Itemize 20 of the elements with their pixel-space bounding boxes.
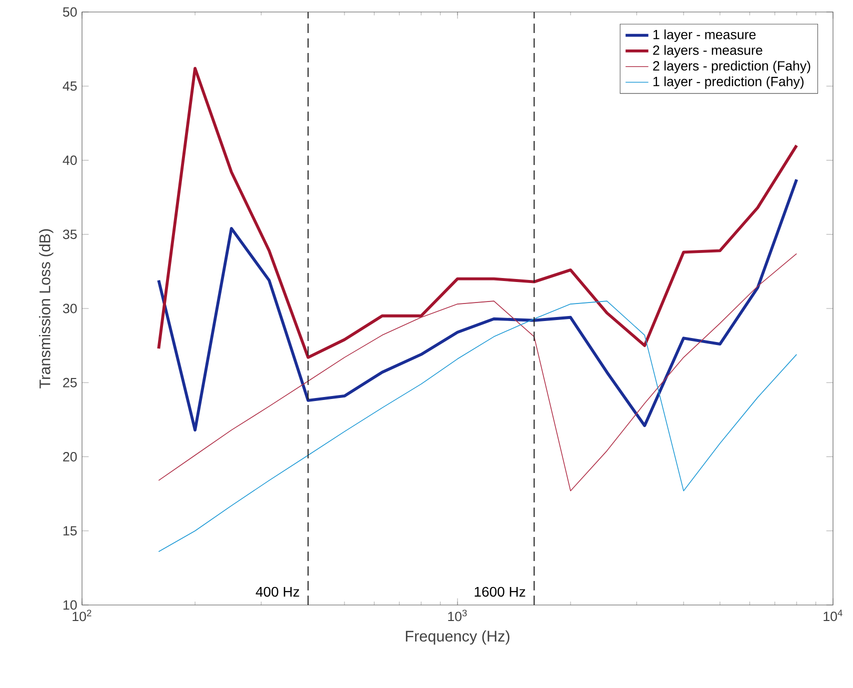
y-axis-title: Transmission Loss (dB) xyxy=(39,229,54,388)
x-tick-label: 10$^{2}$ xyxy=(72,610,92,622)
y-tick-label: 40 xyxy=(62,156,77,165)
y-tick-label: 25 xyxy=(63,378,77,388)
y-tick-label: 15 xyxy=(64,526,77,536)
ref-line-label: 400 Hz xyxy=(256,586,300,597)
y-tick-label: 30 xyxy=(62,304,77,314)
x-tick-label: 10$^{4}$ xyxy=(824,610,842,622)
y-tick-label: 45 xyxy=(62,81,77,91)
legend-label: 1 layer - measure xyxy=(654,29,756,42)
y-tick-label: 35 xyxy=(62,230,77,240)
y-tick-label: 20 xyxy=(63,452,77,462)
legend-label: 2 layers - prediction (Fahy) xyxy=(653,60,810,74)
x-tick-label: 10$^{3}$ xyxy=(448,610,467,622)
y-tick-label: 10 xyxy=(64,600,77,610)
legend-label: 1 layer - prediction (Fahy) xyxy=(654,76,804,89)
legend-label: 2 layers - measure xyxy=(653,45,762,58)
ref-line-label: 1600 Hz xyxy=(474,586,526,597)
y-tick-label: 50 xyxy=(63,7,77,17)
x-axis-title: Frequency (Hz) xyxy=(406,630,510,645)
